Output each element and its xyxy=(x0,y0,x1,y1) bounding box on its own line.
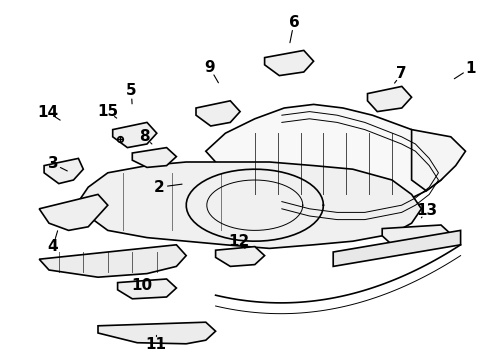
Text: 2: 2 xyxy=(154,180,165,195)
Polygon shape xyxy=(333,230,461,266)
Polygon shape xyxy=(39,245,186,277)
Text: 1: 1 xyxy=(465,61,476,76)
Text: 15: 15 xyxy=(97,104,119,119)
Polygon shape xyxy=(382,225,451,245)
Polygon shape xyxy=(39,194,108,230)
Polygon shape xyxy=(368,86,412,112)
Text: 12: 12 xyxy=(228,234,250,249)
Polygon shape xyxy=(196,101,240,126)
Text: 8: 8 xyxy=(139,129,150,144)
Text: 6: 6 xyxy=(289,15,299,30)
Text: 4: 4 xyxy=(48,239,58,254)
Text: 13: 13 xyxy=(416,203,438,218)
Polygon shape xyxy=(412,130,465,191)
Polygon shape xyxy=(206,104,451,205)
Polygon shape xyxy=(44,158,83,184)
Polygon shape xyxy=(265,50,314,76)
Text: 10: 10 xyxy=(131,278,153,293)
Text: 14: 14 xyxy=(37,105,59,120)
Polygon shape xyxy=(78,162,421,248)
Text: 9: 9 xyxy=(204,60,215,75)
Text: 5: 5 xyxy=(126,83,137,98)
Polygon shape xyxy=(216,247,265,266)
Polygon shape xyxy=(132,148,176,167)
Text: 7: 7 xyxy=(396,66,407,81)
Polygon shape xyxy=(98,322,216,344)
Polygon shape xyxy=(113,122,157,148)
Text: 11: 11 xyxy=(146,337,166,352)
Polygon shape xyxy=(118,279,176,299)
Text: 3: 3 xyxy=(48,156,58,171)
